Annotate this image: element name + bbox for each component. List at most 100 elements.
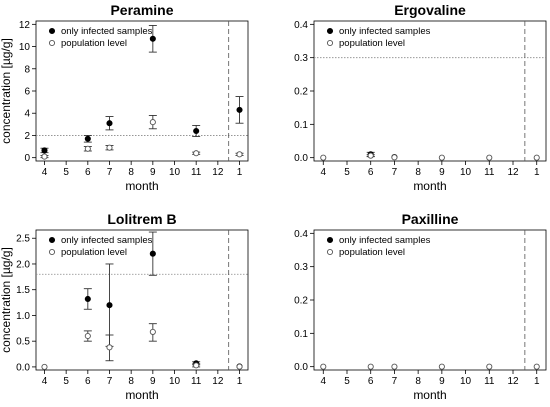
y-tick-label: 0 — [24, 153, 30, 164]
y-tick-label: 2 — [24, 131, 30, 142]
x-tick-label: 5 — [63, 167, 69, 178]
panel-lolitrem-b: Lolitrem B month concentration [µg/g] on… — [0, 211, 249, 402]
x-tick-label: 12 — [212, 376, 224, 387]
x-axis-title: month — [125, 388, 158, 402]
x-tick-label: 12 — [507, 376, 519, 387]
legend-label-infected: only infected samples — [61, 235, 153, 246]
panel-title: Ergovaline — [394, 2, 466, 18]
data-point-infected — [149, 250, 156, 257]
data-point-population — [533, 363, 540, 370]
data-point-population — [193, 362, 200, 369]
x-tick-label: 8 — [415, 167, 421, 178]
panel-ergovaline: Ergovaline month only infected samples p… — [294, 2, 547, 193]
legend-label-population: population level — [339, 38, 405, 49]
x-tick-label: 10 — [169, 167, 181, 178]
legend-label-infected: only infected samples — [339, 235, 431, 246]
y-tick-label: 12 — [19, 20, 31, 31]
data-point-population — [41, 153, 48, 160]
data-point-population — [486, 363, 493, 370]
x-tick-label: 11 — [484, 167, 495, 178]
y-tick-label: 0.2 — [294, 296, 308, 307]
legend-marker-infected — [326, 236, 334, 244]
legend-label-population: population level — [61, 38, 127, 49]
x-tick-label: 8 — [128, 376, 134, 387]
legend-label-population: population level — [339, 247, 405, 258]
y-tick-label: 8 — [24, 64, 30, 75]
x-tick-label: 1 — [237, 376, 243, 387]
x-tick-label: 11 — [191, 167, 202, 178]
data-point-infected — [106, 120, 113, 127]
x-axis-title: month — [413, 388, 446, 402]
y-tick-label: 0.0 — [294, 362, 308, 373]
x-tick-label: 4 — [320, 376, 326, 387]
x-tick-label: 11 — [191, 376, 202, 387]
x-tick-label: 4 — [42, 167, 48, 178]
y-tick-label: 1.5 — [16, 285, 30, 296]
plot-frame — [35, 229, 249, 371]
legend-marker-population — [326, 39, 334, 47]
data-point-population — [106, 344, 113, 351]
x-tick-label: 1 — [237, 167, 243, 178]
data-point-infected — [193, 127, 200, 135]
data-point-population — [533, 154, 540, 161]
y-tick-label: 0.2 — [294, 87, 308, 98]
data-point-population — [486, 154, 493, 161]
x-tick-label: 5 — [344, 376, 350, 387]
y-tick-label: 0.0 — [16, 362, 30, 373]
x-tick-label: 9 — [439, 167, 445, 178]
x-tick-label: 11 — [484, 376, 495, 387]
data-point-infected — [149, 35, 156, 42]
data-point-population — [438, 154, 445, 161]
data-point-population — [149, 119, 156, 126]
y-tick-label: 0.3 — [294, 53, 308, 64]
x-axis-title: month — [125, 179, 158, 193]
legend-label-population: population level — [61, 247, 127, 258]
data-point-population — [438, 363, 445, 370]
x-tick-label: 6 — [85, 376, 91, 387]
x-tick-label: 7 — [392, 167, 398, 178]
x-tick-label: 10 — [460, 167, 472, 178]
legend-marker-population — [48, 248, 56, 256]
data-point-population — [193, 150, 200, 157]
y-tick-label: 0.5 — [16, 337, 30, 348]
y-tick-label: 2.5 — [16, 234, 30, 245]
data-point-population — [84, 145, 91, 152]
panel-peramine: Peramine month concentration [µg/g] only… — [0, 2, 249, 193]
y-tick-label: 0.3 — [294, 262, 308, 273]
y-tick-label: 0.4 — [294, 229, 308, 240]
x-tick-label: 10 — [169, 376, 181, 387]
legend-marker-population — [326, 248, 334, 256]
data-point-population — [391, 363, 398, 370]
data-point-infected — [236, 106, 243, 113]
data-point-infected — [106, 302, 113, 309]
data-point-population — [106, 144, 113, 151]
x-tick-label: 9 — [150, 167, 156, 178]
data-point-population — [320, 154, 327, 161]
y-tick-label: 0.1 — [294, 120, 308, 131]
data-point-population — [367, 152, 374, 159]
data-point-population — [149, 328, 156, 335]
data-point-infected — [41, 147, 48, 154]
legend-label-infected: only infected samples — [61, 26, 153, 37]
data-point-population — [236, 363, 243, 370]
panel-title: Peramine — [110, 2, 173, 18]
legend-marker-infected — [48, 236, 56, 244]
x-axis-title: month — [413, 179, 446, 193]
x-tick-label: 1 — [534, 167, 540, 178]
y-tick-label: 1.0 — [16, 311, 30, 322]
x-tick-label: 6 — [368, 376, 374, 387]
y-axis-title: concentration [µg/g] — [0, 38, 13, 144]
y-tick-label: 0.1 — [294, 329, 308, 340]
x-tick-label: 7 — [107, 167, 113, 178]
legend-marker-population — [48, 39, 56, 47]
x-tick-label: 12 — [212, 167, 224, 178]
data-point-infected — [84, 135, 91, 142]
y-tick-label: 10 — [19, 42, 31, 53]
y-axis-title: concentration [µg/g] — [0, 247, 13, 353]
data-point-infected — [84, 295, 91, 303]
x-tick-label: 6 — [85, 167, 91, 178]
y-tick-label: 6 — [24, 87, 30, 98]
data-point-population — [236, 151, 243, 158]
y-tick-label: 4 — [24, 109, 30, 120]
x-tick-label: 1 — [534, 376, 540, 387]
